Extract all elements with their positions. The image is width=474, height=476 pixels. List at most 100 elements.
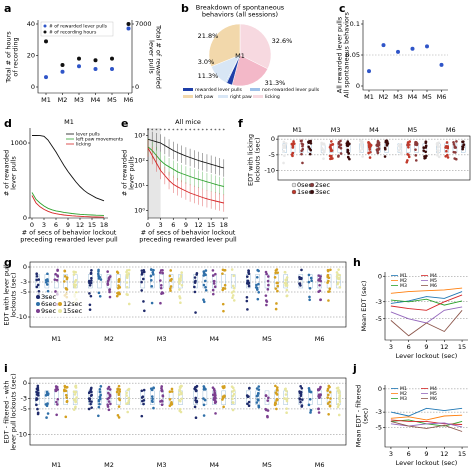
data-dot (308, 298, 311, 302)
pulls-point (77, 64, 81, 69)
y-tick-label: 40 (27, 20, 35, 28)
legend-marker (309, 182, 315, 188)
data-dot (211, 292, 215, 296)
data-dot (320, 141, 323, 145)
data-dot (178, 288, 181, 291)
data-dot (214, 394, 217, 397)
data-dot (74, 405, 77, 409)
data-dot (108, 393, 112, 397)
data-dot (246, 280, 250, 284)
data-dot (117, 384, 121, 388)
y-tick-label: 0.05 (346, 51, 360, 59)
data-dot (168, 398, 172, 401)
significance-star: * (214, 128, 217, 134)
significance-star: * (176, 128, 179, 134)
data-dot (232, 389, 236, 392)
data-dot (87, 391, 91, 395)
data-dot (245, 295, 249, 299)
x-tick-label: 9 (66, 221, 70, 229)
mouse-label: M6 (315, 335, 325, 343)
y-tick-label: -5 (269, 151, 275, 159)
mouse-label: M1 (51, 461, 61, 469)
data-dot (266, 399, 270, 402)
x-tick-label: M5 (422, 93, 432, 101)
box-plot (317, 390, 322, 405)
data-dot (255, 394, 259, 398)
data-dot (275, 397, 279, 401)
data-dot (361, 155, 364, 158)
data-dot (212, 282, 216, 285)
data-dot (319, 275, 322, 278)
data-dot (328, 390, 332, 394)
data-dot (299, 394, 303, 398)
data-dot (98, 275, 101, 279)
data-dot (285, 278, 288, 282)
data-dot (160, 400, 164, 403)
data-dot (194, 416, 198, 419)
x-tick-label: 18 (220, 221, 228, 229)
significance-star: * (147, 128, 150, 134)
data-dot (322, 143, 326, 146)
data-dot (89, 294, 93, 298)
legend-box (40, 21, 114, 37)
data-dot (399, 144, 402, 148)
y-axis-label: EDT with lever pulllockouts (sec) (2, 264, 17, 325)
mouse-label: M5 (408, 126, 418, 134)
data-dot (264, 294, 268, 297)
data-dot (255, 283, 258, 287)
y-axis-label-line: lockouts (sec) (10, 272, 18, 317)
data-dot (178, 282, 181, 285)
series-line (390, 306, 463, 324)
data-dot (307, 145, 310, 149)
data-dot (329, 268, 332, 272)
data-dot (284, 281, 288, 285)
data-dot (307, 273, 311, 277)
data-dot (231, 386, 235, 390)
data-dot (399, 147, 403, 151)
y-axis-label-line: EDT - filtered - with (2, 381, 10, 444)
data-dot (328, 404, 332, 408)
legend-swatch (183, 88, 193, 91)
data-dot (107, 391, 110, 395)
data-dot (211, 386, 215, 389)
data-dot (274, 269, 278, 272)
data-dot (308, 295, 311, 299)
data-dot (414, 148, 417, 151)
data-dot (292, 142, 296, 145)
data-dot (194, 385, 198, 389)
series-line (390, 414, 463, 421)
data-dot (300, 404, 304, 407)
data-dot (232, 274, 236, 278)
data-dot (337, 155, 340, 158)
data-dot (326, 268, 330, 272)
data-dot (222, 384, 226, 388)
data-dot (317, 411, 321, 414)
data-dot (316, 388, 320, 391)
data-dot (437, 155, 441, 159)
data-dot (256, 297, 260, 301)
legend-marker (36, 295, 40, 299)
data-dot (87, 279, 91, 283)
data-dot (36, 407, 39, 411)
data-dot (64, 393, 68, 397)
data-dot (231, 296, 234, 300)
data-dot (446, 145, 449, 148)
legend-label: M1 (400, 273, 407, 279)
pulls-point (44, 75, 48, 80)
series-line (390, 420, 463, 432)
data-dot (36, 411, 40, 415)
data-dot (275, 281, 279, 285)
data-dot (73, 285, 76, 288)
data-dot (193, 276, 197, 279)
data-dot (452, 143, 456, 146)
data-dot (117, 292, 120, 296)
y-tick-label: -3 (376, 408, 382, 416)
box-plot (97, 274, 102, 289)
data-dot (452, 141, 455, 144)
y-tick-label: -5 (376, 424, 382, 432)
data-dot (437, 145, 441, 148)
y-axis-label-line: # of rewarded (120, 150, 128, 196)
y-axis-label: # of rewardedlever pulls (120, 150, 135, 196)
data-dot (168, 390, 172, 393)
data-dot (338, 394, 341, 398)
